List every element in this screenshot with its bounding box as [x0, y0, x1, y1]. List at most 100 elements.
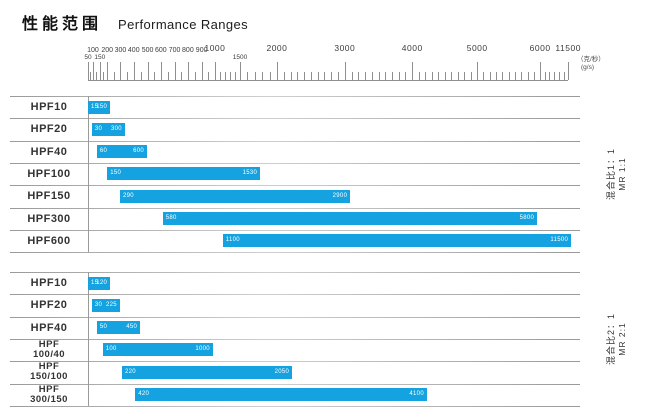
axis-minor-tick	[310, 72, 312, 80]
axis-tick	[88, 62, 89, 80]
bar-max-label: 300	[110, 125, 122, 132]
bar-min-label: 100	[105, 346, 117, 353]
row-label: HPF40	[30, 321, 68, 334]
axis-minor-tick	[444, 72, 446, 80]
axis-minor-tick	[269, 72, 271, 80]
axis-unit: （克/秒） (g/s)	[577, 56, 605, 72]
axis-minor-tick	[154, 72, 156, 80]
x-axis: 50 100 150 200 300 400 500 600 700 800 900 1000 1500…	[84, 0, 581, 90]
axis-tick	[160, 62, 162, 80]
bar-max-label: 600	[133, 148, 145, 155]
axis-minor-tick	[317, 72, 319, 80]
axis-minor-tick	[431, 72, 433, 80]
row-label: HPF 150/100	[30, 361, 68, 383]
row-line	[10, 185, 580, 187]
row-line	[10, 361, 580, 363]
side-label-group2-en: MR 2:1	[617, 322, 627, 356]
axis-minor-tick	[127, 72, 129, 80]
bar-min-label: 30	[94, 125, 103, 132]
axis-minor-tick	[262, 72, 264, 80]
bar-max-label: 11500	[550, 237, 569, 244]
axis-minor-tick	[438, 72, 440, 80]
bar-min-label: 150	[110, 170, 122, 177]
range-bar: 1100 11500	[222, 234, 572, 248]
axis-tick-label: 300	[114, 47, 127, 54]
axis-tick	[147, 62, 149, 80]
bar-max-label: 150	[96, 103, 108, 110]
axis-minor-tick	[392, 72, 393, 80]
side-label-group1: 混合比1：1 MR 1:1	[584, 96, 650, 252]
row-label: HPF40	[30, 145, 68, 158]
bar-group-mr-1-1: HPF10 15 150 HPF20 30 300 HPF40 60 600 HPF100 150 1…	[10, 96, 580, 254]
axis-tick-label: 500	[141, 47, 154, 54]
axis-minor-tick	[254, 72, 256, 80]
axis-minor-tick	[418, 72, 420, 80]
axis-minor-tick	[283, 72, 285, 80]
row-line	[10, 338, 580, 340]
axis-unit-zh: （克/秒）	[577, 56, 605, 63]
axis-tick	[568, 62, 570, 80]
range-bar: 60 600	[96, 145, 148, 159]
row-line	[10, 316, 580, 318]
axis-minor-tick	[304, 72, 306, 80]
axis-unit-en: (g/s)	[581, 64, 594, 71]
range-bar: 30 300	[91, 122, 125, 136]
axis-tick	[201, 62, 203, 80]
page-title: 性能范围 Performance Ranges	[22, 10, 248, 34]
axis-minor-tick	[358, 72, 360, 80]
range-bar: 290 2900	[119, 189, 351, 203]
range-bar: 15 150	[88, 100, 111, 114]
axis-tick-label: 11500	[555, 43, 581, 53]
bar-max-label: 1530	[242, 170, 258, 177]
axis-tick	[344, 62, 346, 80]
side-label-group2: 混合比2：1 MR 2:1	[584, 272, 650, 406]
bar-max-label: 2050	[274, 368, 290, 375]
axis-minor-tick	[451, 72, 453, 80]
row-label: HPF600	[27, 234, 71, 247]
axis-minor-tick	[324, 72, 326, 80]
axis-tick	[107, 62, 109, 80]
axis-tick	[540, 62, 542, 80]
row-line	[10, 405, 580, 407]
row-line	[10, 118, 580, 120]
row-line	[10, 140, 580, 142]
axis-tick-label: 3000	[334, 43, 356, 53]
axis-minor-tick	[514, 72, 516, 80]
axis-baseline	[88, 80, 569, 81]
axis-tick-label: 600	[154, 47, 167, 54]
axis-tick-label: 50	[84, 54, 92, 61]
side-label-group1-zh: 混合比1：1	[606, 147, 616, 201]
range-bar: 220 2050	[121, 365, 293, 379]
axis-minor-tick	[521, 72, 523, 80]
axis-tick	[99, 62, 101, 80]
range-bar: 50 450	[96, 321, 141, 335]
axis-minor-tick	[558, 72, 560, 80]
axis-minor-tick	[489, 72, 491, 80]
bar-min-label: 580	[165, 215, 177, 221]
bar-min-label: 50	[99, 324, 108, 331]
row-line	[10, 96, 580, 97]
axis-tick	[174, 62, 176, 80]
bar-min-label: 60	[99, 148, 108, 155]
axis-tick-label: 100	[87, 47, 99, 54]
axis-minor-tick	[549, 72, 551, 80]
axis-tick	[120, 62, 122, 80]
axis-minor-tick	[464, 72, 466, 80]
axis-tick-label: 900	[195, 47, 208, 54]
axis-minor-tick	[483, 72, 485, 80]
axis-tick	[92, 62, 94, 80]
axis-tick-label: 800	[182, 47, 194, 54]
axis-minor-tick	[167, 72, 169, 80]
bar-max-label: 5800	[519, 215, 535, 221]
bar-min-label: 420	[138, 391, 150, 397]
page-title-en: Performance Ranges	[118, 17, 249, 32]
axis-minor-tick	[533, 72, 535, 80]
row-line	[10, 162, 580, 164]
bar-min-label: 220	[124, 368, 136, 375]
row-label: HPF300	[27, 212, 71, 225]
bar-max-label: 450	[126, 324, 138, 331]
bar-group-mr-2-1: HPF10 15 120 HPF20 30 225 HPF40 50 450 HPF 100/40…	[10, 272, 580, 407]
row-line	[10, 383, 580, 385]
axis-minor-tick	[385, 72, 387, 80]
range-bar: 420 4100	[135, 388, 427, 401]
